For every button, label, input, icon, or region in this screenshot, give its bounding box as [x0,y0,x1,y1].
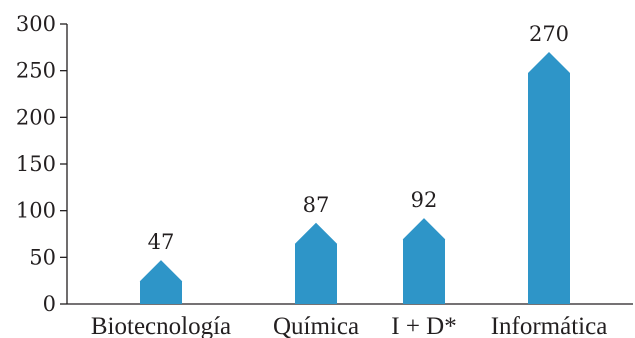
category-label: Química [273,313,359,338]
y-tick-label: 50 [29,245,56,269]
y-tick-label: 250 [16,59,56,83]
bar-inform-tica [528,52,570,304]
data-label: 47 [148,230,175,254]
y-tick-label: 300 [16,12,56,36]
y-tick-label: 0 [43,292,56,316]
bars [140,52,570,304]
category-label: Biotecnología [91,313,231,338]
category-label: I + D* [391,313,456,338]
category-labels: Biotecnología Química I + D* Informática [91,313,607,338]
data-label: 270 [529,22,569,46]
y-tick-label: 200 [16,105,56,129]
bar-biotecnolog-a [140,260,182,304]
category-label: Informática [491,313,608,338]
y-tick-label: 150 [16,152,56,176]
bar-qu-mica [295,222,337,304]
y-axis-ticks: 0 50 100 150 200 250 300 [16,12,67,316]
data-label: 87 [303,193,330,217]
data-label: 92 [411,188,438,212]
bar-i-d [403,218,445,304]
y-tick-label: 100 [16,199,56,223]
data-labels: 47 87 92 270 [148,22,569,254]
